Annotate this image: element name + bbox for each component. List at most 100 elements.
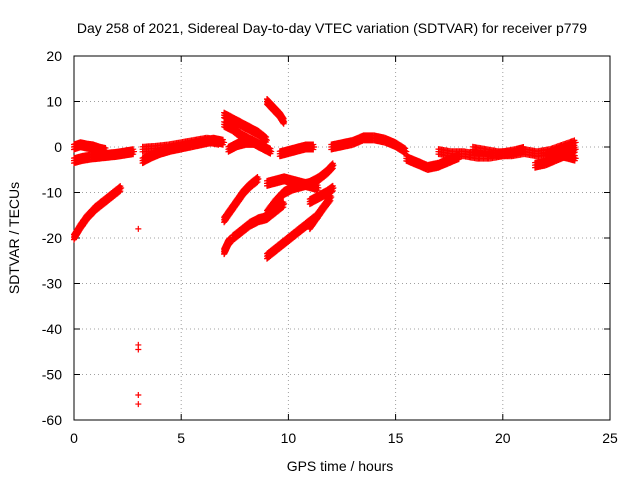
data-point bbox=[229, 226, 244, 244]
data-point bbox=[203, 134, 222, 148]
y-tick-label: 20 bbox=[46, 48, 62, 64]
data-point bbox=[225, 139, 240, 155]
data-point bbox=[403, 152, 419, 168]
data-point bbox=[313, 203, 326, 223]
data-point bbox=[246, 123, 261, 139]
series-arc-20 bbox=[328, 132, 410, 157]
data-point bbox=[315, 187, 330, 203]
data-point bbox=[101, 190, 115, 208]
data-point bbox=[306, 192, 321, 208]
series-arc-5 bbox=[139, 134, 223, 155]
data-point bbox=[264, 197, 278, 219]
data-point bbox=[227, 197, 240, 217]
data-point bbox=[315, 184, 322, 191]
data-point bbox=[240, 180, 253, 198]
data-point bbox=[259, 141, 274, 157]
series-arc-19 bbox=[276, 141, 318, 160]
data-point bbox=[263, 137, 270, 144]
series-arc-26 bbox=[542, 148, 579, 164]
data-point bbox=[221, 109, 235, 125]
data-point bbox=[122, 146, 137, 159]
data-point bbox=[109, 183, 124, 201]
series-arc-2 bbox=[71, 139, 110, 156]
data-point bbox=[381, 134, 398, 150]
x-axis-label: GPS time / hours bbox=[287, 458, 394, 474]
data-point bbox=[246, 174, 261, 192]
series-arc-21 bbox=[403, 151, 463, 173]
data-point bbox=[281, 118, 288, 125]
data-point bbox=[103, 147, 110, 154]
data-point bbox=[281, 200, 288, 207]
data-point bbox=[135, 391, 142, 398]
data-point bbox=[118, 184, 125, 191]
data-point bbox=[229, 114, 244, 130]
data-point bbox=[289, 224, 304, 242]
data-point bbox=[96, 143, 109, 156]
y-axis-tick-labels: -60 -50 -40 -30 -20 -10 0 10 20 bbox=[42, 48, 62, 428]
data-point bbox=[392, 139, 409, 157]
data-point bbox=[71, 222, 83, 243]
data-point bbox=[139, 151, 154, 167]
data-point bbox=[221, 118, 235, 134]
y-tick-label: 10 bbox=[46, 94, 62, 110]
y-axis-label: SDTVAR / TECUs bbox=[6, 182, 22, 294]
data-point bbox=[264, 244, 278, 262]
data-point bbox=[92, 196, 107, 214]
series-arc-9 bbox=[264, 96, 288, 127]
data-point bbox=[281, 230, 295, 249]
data-points bbox=[71, 96, 579, 408]
data-point bbox=[349, 132, 366, 148]
series-outliers bbox=[135, 225, 142, 408]
data-point bbox=[238, 118, 252, 134]
y-tick-label: 0 bbox=[54, 139, 62, 155]
x-tick-label: 5 bbox=[177, 430, 185, 446]
data-point bbox=[572, 146, 579, 153]
x-tick-label: 25 bbox=[602, 430, 618, 446]
data-point bbox=[311, 144, 318, 150]
data-point bbox=[319, 192, 334, 214]
data-point bbox=[572, 139, 579, 146]
data-point bbox=[330, 184, 337, 191]
data-point bbox=[255, 175, 262, 182]
data-point bbox=[330, 162, 337, 169]
x-tick-label: 0 bbox=[70, 430, 78, 446]
data-point bbox=[306, 173, 321, 189]
data-point bbox=[83, 203, 98, 223]
data-point bbox=[131, 148, 138, 155]
data-point bbox=[233, 187, 246, 208]
data-point bbox=[572, 155, 579, 162]
chart-title: Day 258 of 2021, Sidereal Day-to-day VTE… bbox=[77, 20, 587, 36]
data-point bbox=[221, 206, 233, 226]
data-point bbox=[302, 141, 317, 153]
data-point bbox=[135, 346, 142, 353]
data-point bbox=[281, 182, 295, 198]
data-point bbox=[246, 214, 261, 230]
y-tick-label: -40 bbox=[42, 321, 62, 337]
data-point bbox=[135, 401, 142, 408]
y-tick-label: -30 bbox=[42, 276, 62, 292]
data-point bbox=[324, 160, 336, 178]
y-tick-label: -60 bbox=[42, 412, 62, 428]
data-point bbox=[272, 199, 287, 217]
series-arc-18 bbox=[306, 160, 337, 189]
data-point bbox=[306, 212, 319, 233]
series-arc-3 bbox=[71, 183, 125, 243]
data-point bbox=[77, 212, 90, 233]
data-point bbox=[414, 157, 430, 173]
data-point bbox=[238, 219, 252, 237]
axis-ticks bbox=[73, 55, 611, 421]
series-arc-8 bbox=[225, 136, 275, 157]
data-point bbox=[268, 148, 275, 155]
x-tick-label: 20 bbox=[495, 430, 511, 446]
series-arc-16 bbox=[306, 192, 335, 233]
data-point bbox=[315, 167, 330, 185]
data-point bbox=[435, 155, 452, 171]
data-point bbox=[564, 150, 578, 164]
y-tick-label: -50 bbox=[42, 367, 62, 383]
series-arc-6 bbox=[221, 109, 270, 145]
data-point bbox=[251, 136, 265, 152]
y-tick-label: -10 bbox=[42, 185, 62, 201]
data-point bbox=[272, 187, 287, 208]
